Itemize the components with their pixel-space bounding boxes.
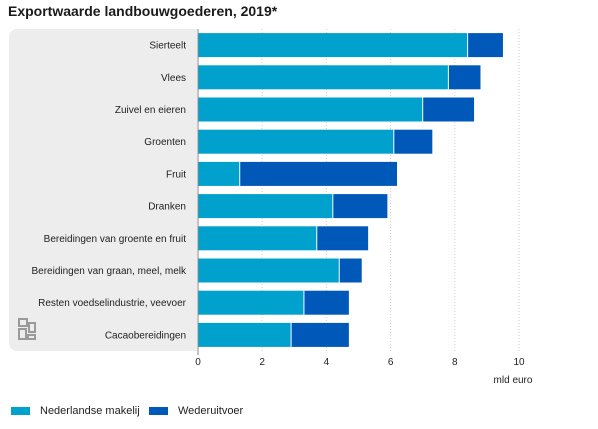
bar-nederlandse-makelij — [198, 33, 468, 58]
category-label: Fruit — [166, 169, 186, 180]
category-label: Dranken — [148, 202, 186, 213]
bar-wederuitvoer — [303, 290, 349, 315]
bar-wederuitvoer — [239, 161, 398, 186]
legend-swatch-series2 — [149, 407, 168, 415]
bar-wederuitvoer — [393, 129, 433, 154]
category-label: Zuivel en eieren — [115, 105, 186, 116]
category-label: Bereidingen van graan, meel, melk — [31, 266, 187, 277]
x-tick-label: 0 — [195, 357, 201, 368]
legend-label: Wederuitvoer — [178, 405, 244, 417]
bar-nederlandse-makelij — [198, 161, 240, 186]
x-tick-label: 2 — [259, 357, 265, 368]
bar-nederlandse-makelij — [198, 194, 333, 219]
x-axis-ticks: 0 2 4 6 8 10 — [195, 357, 525, 368]
category-label-panel — [9, 29, 197, 351]
bar-nederlandse-makelij — [198, 65, 449, 90]
x-tick-label: 10 — [513, 357, 525, 368]
bar-wederuitvoer — [291, 322, 349, 347]
category-label: Groenten — [144, 137, 186, 148]
bars — [198, 33, 503, 347]
x-tick-label: 4 — [324, 357, 330, 368]
category-label: Bereidingen van groente en fruit — [44, 234, 187, 245]
category-label: Resten voedselindustrie, veevoer — [38, 298, 187, 309]
bar-wederuitvoer — [339, 258, 362, 283]
x-tick-label: 6 — [388, 357, 394, 368]
bar-nederlandse-makelij — [198, 258, 340, 283]
x-axis-label: mld euro — [494, 375, 533, 386]
legend-item-nederlandse-makelij: Nederlandse makelij — [11, 405, 140, 417]
category-label: Cacaobereidingen — [105, 330, 186, 341]
bar-nederlandse-makelij — [198, 290, 304, 315]
legend-label: Nederlandse makelij — [40, 405, 140, 417]
bar-nederlandse-makelij — [198, 226, 317, 251]
bar-wederuitvoer — [448, 65, 481, 90]
category-label: Vlees — [161, 73, 186, 84]
category-label: Sierteelt — [149, 41, 186, 52]
bar-wederuitvoer — [316, 226, 369, 251]
bar-nederlandse-makelij — [198, 97, 423, 122]
legend-swatch-series1 — [11, 407, 30, 415]
bar-nederlandse-makelij — [198, 129, 394, 154]
legend-item-wederuitvoer: Wederuitvoer — [149, 405, 243, 417]
cbs-logo-icon — [17, 317, 37, 341]
chart-title: Exportwaarde landbouwgoederen, 2019* — [8, 3, 278, 19]
category-labels: Sierteelt Vlees Zuivel en eieren Groenten Fr… — [31, 41, 187, 342]
bar-wederuitvoer — [332, 194, 388, 219]
bar-wederuitvoer — [467, 33, 503, 58]
bar-wederuitvoer — [422, 97, 475, 122]
bar-nederlandse-makelij — [198, 322, 292, 347]
x-tick-label: 8 — [452, 357, 458, 368]
